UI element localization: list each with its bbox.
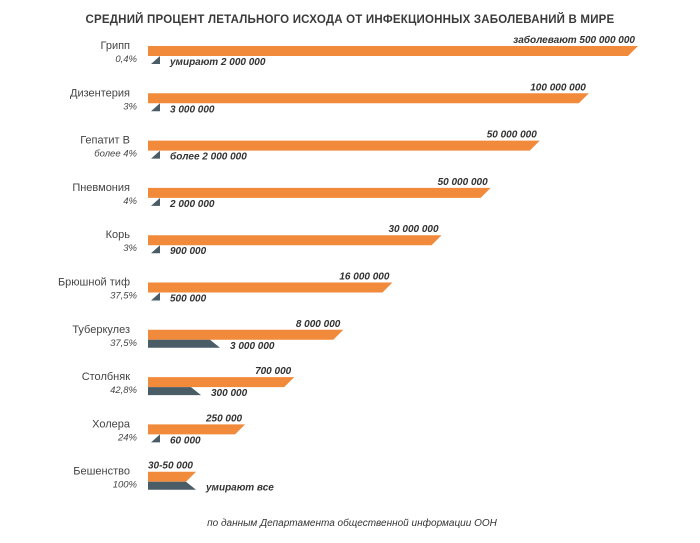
category-pct: 37,5% bbox=[110, 291, 137, 302]
die-label: умирают 2 000 000 bbox=[169, 57, 266, 68]
category-pct: 37,5% bbox=[110, 338, 137, 349]
sick-label: 30-50 000 bbox=[148, 461, 193, 472]
category-name: Дизентерия bbox=[70, 87, 130, 99]
die-bar bbox=[148, 387, 201, 396]
chart-source: по данным Департамента общественной инфо… bbox=[207, 517, 497, 529]
die-label: 60 000 bbox=[170, 435, 201, 446]
die-bar bbox=[151, 103, 160, 112]
die-label: 900 000 bbox=[170, 246, 207, 257]
die-bar bbox=[151, 292, 160, 301]
die-label: 3 000 000 bbox=[170, 104, 215, 115]
die-bar bbox=[148, 481, 196, 490]
chart-row: Грипп 0,4% заболевают 500 000 000 умирают 2… bbox=[100, 34, 638, 68]
die-label: 2 000 000 bbox=[169, 199, 215, 210]
category-pct: 24% bbox=[117, 432, 138, 443]
category-name: Столбняк bbox=[82, 371, 130, 383]
chart-row: Пневмония 4% 50 000 000 2 000 000 bbox=[72, 177, 491, 210]
category-name: Гепатит В bbox=[80, 135, 130, 147]
chart-title: СРЕДНИЙ ПРОЦЕНТ ЛЕТАЛЬНОГО ИСХОДА ОТ ИНФ… bbox=[86, 13, 615, 26]
category-name: Корь bbox=[106, 229, 131, 241]
die-label: 500 000 bbox=[170, 294, 207, 305]
sick-label: 50 000 000 bbox=[487, 130, 537, 141]
sick-label: заболевают 500 000 000 bbox=[513, 34, 635, 46]
sick-label: 50 000 000 bbox=[438, 177, 488, 188]
category-pct: 0,4% bbox=[115, 54, 137, 65]
sick-bar bbox=[148, 235, 442, 246]
chart-row: Бешенство 100% 30-50 000 умирают все bbox=[73, 461, 274, 494]
sick-bar bbox=[148, 329, 344, 340]
chart-row: Столбняк 42,8% 700 000 300 000 bbox=[82, 366, 295, 399]
category-pct: более 4% bbox=[94, 149, 137, 160]
die-label: 3 000 000 bbox=[230, 341, 275, 352]
chart-row: Туберкулез 37,5% 8 000 000 3 000 000 bbox=[72, 319, 344, 352]
chart-row: Дизентерия 3% 100 000 000 3 000 000 bbox=[70, 82, 589, 115]
sick-label: 8 000 000 bbox=[296, 319, 341, 330]
category-name: Брюшной тиф bbox=[58, 277, 130, 289]
chart-row: Брюшной тиф 37,5% 16 000 000 500 000 bbox=[58, 272, 393, 305]
sick-bar bbox=[148, 471, 196, 482]
sick-bar bbox=[148, 187, 491, 198]
sick-bar bbox=[148, 46, 638, 56]
sick-label: 700 000 bbox=[255, 366, 292, 377]
category-name: Грипп bbox=[100, 40, 130, 52]
die-label: умирают все bbox=[205, 483, 274, 494]
category-pct: 4% bbox=[123, 196, 137, 207]
category-pct: 100% bbox=[113, 480, 138, 491]
category-name: Туберкулез bbox=[72, 324, 130, 336]
sick-label: 250 000 bbox=[205, 413, 243, 424]
category-pct: 3% bbox=[123, 101, 137, 112]
die-bar bbox=[151, 56, 160, 64]
sick-label: 100 000 000 bbox=[530, 82, 586, 93]
die-bar bbox=[151, 150, 160, 159]
sick-bar bbox=[148, 377, 295, 388]
die-bar bbox=[148, 339, 220, 348]
die-bar bbox=[151, 434, 160, 443]
sick-bar bbox=[148, 424, 246, 435]
sick-bar bbox=[148, 140, 540, 151]
die-label: более 2 000 000 bbox=[170, 151, 247, 163]
category-pct: 3% bbox=[123, 243, 137, 254]
chart-row: Гепатит В более 4% 50 000 000 более 2 000 0… bbox=[80, 130, 540, 163]
sick-label: 16 000 000 bbox=[339, 272, 389, 283]
chart-row: Холера 24% 250 000 60 000 bbox=[92, 413, 246, 446]
sick-bar bbox=[148, 282, 393, 293]
category-name: Пневмония bbox=[72, 182, 130, 194]
category-name: Холера bbox=[92, 418, 131, 430]
category-pct: 42,8% bbox=[110, 385, 137, 396]
sick-bar bbox=[148, 93, 589, 104]
chart-row: Корь 3% 30 000 000 900 000 bbox=[106, 224, 442, 257]
category-name: Бешенство bbox=[73, 466, 130, 478]
die-label: 300 000 bbox=[211, 388, 248, 399]
die-bar bbox=[151, 197, 160, 206]
sick-label: 30 000 000 bbox=[388, 224, 438, 235]
chart-rows: Грипп 0,4% заболевают 500 000 000 умирают 2… bbox=[58, 34, 638, 494]
die-bar bbox=[151, 245, 160, 254]
